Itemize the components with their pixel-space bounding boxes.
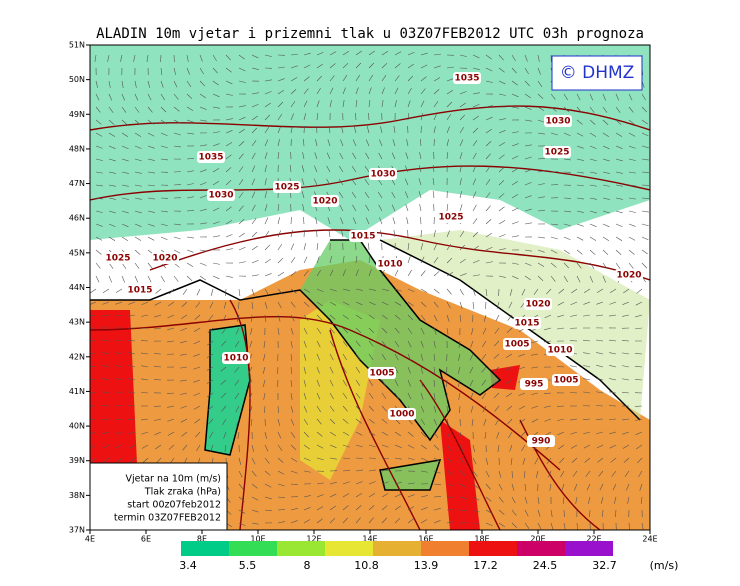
lat-label: 43N	[69, 318, 85, 327]
colorbar-label: (m/s)	[650, 559, 679, 572]
info-line: Tlak zraka (hPa)	[144, 487, 221, 498]
colorbar-label: 24.5	[533, 559, 558, 572]
map-title: ALADIN 10m vjetar i prizemni tlak u 03Z0…	[96, 26, 644, 42]
colorbar-label: 5.5	[239, 559, 257, 572]
isobar-label: 1020	[616, 271, 641, 281]
lon-label: 6E	[141, 535, 151, 544]
colorbar-swatch	[277, 541, 325, 556]
lat-label: 49N	[69, 110, 85, 119]
lon-label: 24E	[642, 535, 657, 544]
lat-label: 37N	[69, 526, 85, 535]
isobar-label: 1020	[525, 300, 550, 310]
info-line: start 00z07feb2012	[127, 500, 221, 511]
isobar-label: 990	[532, 437, 551, 447]
isobar-label: 1030	[370, 170, 395, 180]
copyright: © DHMZ	[560, 63, 635, 83]
isobar-label: 1025	[438, 213, 463, 223]
isobar-label: 1010	[377, 260, 402, 270]
colorbar-swatch	[517, 541, 565, 556]
colorbar-swatch	[325, 541, 373, 556]
colorbar-swatch	[181, 541, 229, 556]
lat-label: 40N	[69, 422, 85, 431]
isobar-label: 1000	[389, 410, 414, 420]
colorbar-label: 13.9	[414, 559, 439, 572]
lat-label: 45N	[69, 248, 85, 257]
colorbar-label: 8	[304, 559, 311, 572]
lat-label: 41N	[69, 387, 85, 396]
isobar-label: 1015	[514, 319, 539, 329]
lat-label: 47N	[69, 179, 85, 188]
isobar-label: 1030	[545, 117, 570, 127]
isobar-label: 1025	[105, 254, 130, 264]
lat-label: 44N	[69, 283, 85, 292]
lat-label: 48N	[69, 144, 85, 153]
colorbar-swatch	[469, 541, 517, 556]
isobar-label: 1025	[544, 148, 569, 158]
lat-label: 39N	[69, 456, 85, 465]
colorbar-swatch	[373, 541, 421, 556]
lat-label: 38N	[69, 491, 85, 500]
isobar-label: 1020	[312, 197, 337, 207]
colorbar-swatch	[229, 541, 277, 556]
info-line: Vjetar na 10m (m/s)	[126, 474, 222, 485]
isobar-label: 1030	[208, 191, 233, 201]
lat-label: 51N	[69, 41, 85, 50]
isobar-label: 1025	[274, 183, 299, 193]
info-line: termin 03Z07FEB2012	[114, 513, 221, 524]
colorbar-swatch	[565, 541, 613, 556]
lat-label: 42N	[69, 352, 85, 361]
colorbar-label: 17.2	[473, 559, 498, 572]
isobar-label: 1010	[547, 346, 572, 356]
colorbar-label: 10.8	[354, 559, 379, 572]
isobar-label: 1010	[223, 354, 248, 364]
colorbar-swatch	[421, 541, 469, 556]
isobar-label: 1005	[369, 369, 394, 379]
lat-label: 46N	[69, 214, 85, 223]
isobar-label: 1035	[198, 153, 223, 163]
colorbar-label: 3.4	[179, 559, 197, 572]
lat-label: 50N	[69, 75, 85, 84]
isobar-label: 1035	[454, 74, 479, 84]
isobar-label: 1005	[504, 340, 529, 350]
isobar-label: 1015	[127, 286, 152, 296]
isobar-label: 1005	[553, 376, 578, 386]
isobar-label: 1015	[350, 232, 375, 242]
colorbar-label: 32.7	[592, 559, 617, 572]
lon-label: 4E	[85, 535, 95, 544]
isobar-label: 995	[525, 380, 544, 390]
isobar-label: 1020	[152, 254, 177, 264]
